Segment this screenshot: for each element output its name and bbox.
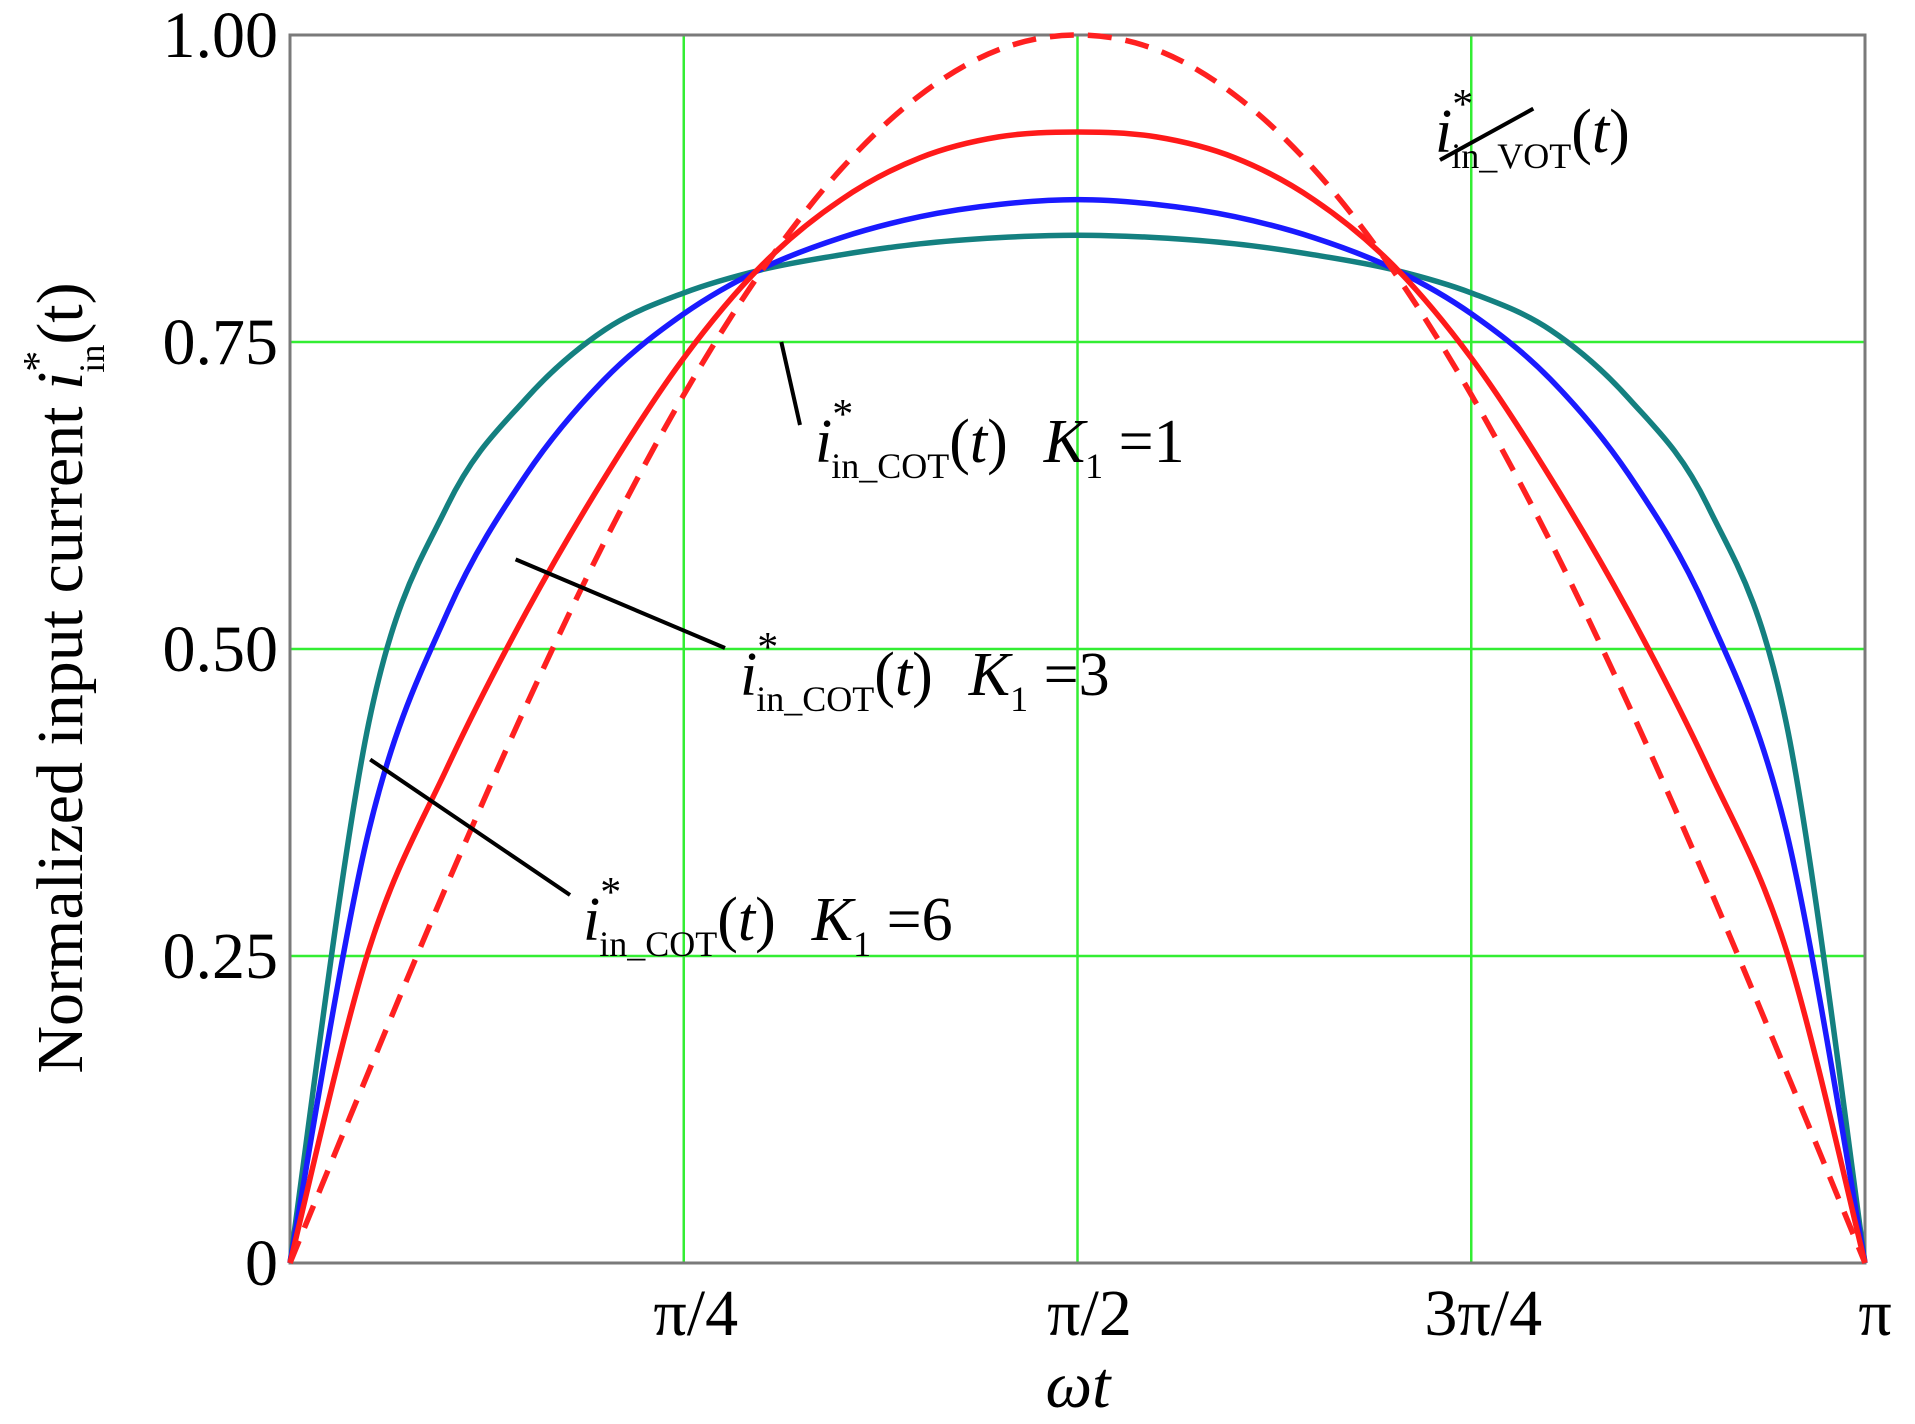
label-sub: in_VOT — [1451, 136, 1571, 176]
label-arg-close: ) — [912, 641, 933, 709]
y-axis-label: Normalized input current i* in(t) — [16, 282, 112, 1073]
label-k: K — [968, 641, 1014, 709]
y-axis-label-sub: in — [72, 345, 112, 373]
series — [287, 32, 1868, 1265]
x-tick-label-1: π/2 — [1047, 1277, 1132, 1350]
label-arg-var: t — [895, 641, 914, 709]
leader-line-cot-k1 — [779, 341, 802, 426]
y-axis-label-arg: (t) — [24, 282, 97, 344]
label-sup: * — [1452, 82, 1473, 128]
label-k-sub: 1 — [853, 924, 871, 964]
y-tick-labels: 0 0.25 0.50 0.75 1.00 — [163, 0, 279, 1300]
y-tick-label-3: 0.75 — [163, 306, 279, 379]
label-sup: * — [757, 625, 778, 671]
y-tick-label-1: 0.25 — [163, 920, 279, 993]
label-symbol: i — [815, 408, 832, 476]
series-label-cot-k6: i* in_COT(t) K1 =6 — [583, 870, 953, 964]
label-symbol: i — [740, 641, 757, 709]
label-arg-close: ) — [987, 408, 1008, 476]
label-k-sub: 1 — [1010, 679, 1028, 719]
label-symbol: i — [1435, 98, 1452, 166]
label-arg-close: ) — [1609, 98, 1630, 166]
y-tick-label-2: 0.50 — [163, 613, 279, 686]
leader-line-cot-k6 — [369, 757, 572, 897]
y-axis-label-symbol: i — [24, 372, 97, 390]
label-arg-var: t — [738, 886, 757, 954]
leader-line-vot — [1439, 106, 1535, 162]
x-tick-label-3: π — [1858, 1277, 1891, 1350]
x-axis-label: ωt — [1046, 1349, 1113, 1422]
label-arg-var: t — [1592, 98, 1611, 166]
label-sub: in_COT — [599, 924, 717, 964]
series-line-vot — [287, 32, 1868, 1265]
label-sub: in_COT — [831, 446, 949, 486]
y-tick-label-4: 1.00 — [163, 0, 279, 72]
label-sup: * — [832, 392, 853, 438]
label-k-value: =6 — [871, 886, 952, 954]
leader-line-cot-k3 — [514, 557, 726, 650]
plot-frame — [288, 33, 1867, 1265]
y-axis-label-text: Normalized input current — [24, 390, 97, 1074]
label-sup: * — [600, 870, 621, 916]
series-annotations: i* in_VOT(t)i* in_COT(t) K1 =1i* in_COT(t) K1… — [369, 82, 1630, 964]
y-axis-label-sup: * — [16, 351, 62, 372]
series-line-cot-k3 — [287, 196, 1868, 1264]
series-line-cot-k1 — [287, 129, 1868, 1264]
x-tick-label-2: 3π/4 — [1424, 1277, 1542, 1350]
series-line-cot-k6 — [287, 232, 1868, 1264]
label-sub: in_COT — [756, 679, 874, 719]
label-arg-open: ( — [1571, 98, 1592, 166]
label-arg-open: ( — [949, 408, 970, 476]
series-label-vot: i* in_VOT(t) — [1435, 82, 1630, 176]
label-k-value: =3 — [1028, 641, 1109, 709]
x-tick-label-0: π/4 — [653, 1277, 738, 1350]
series-label-cot-k3: i* in_COT(t) K1 =3 — [740, 625, 1110, 719]
label-k: K — [1043, 408, 1089, 476]
label-arg-var: t — [970, 408, 989, 476]
label-k: K — [811, 886, 857, 954]
label-arg-open: ( — [874, 641, 895, 709]
x-tick-labels: π/4 π/2 3π/4 π — [653, 1277, 1891, 1350]
label-symbol: i — [583, 886, 600, 954]
y-tick-label-0: 0 — [245, 1227, 278, 1300]
label-k-sub: 1 — [1085, 446, 1103, 486]
label-arg-open: ( — [717, 886, 738, 954]
series-label-cot-k1: i* in_COT(t) K1 =1 — [815, 392, 1185, 486]
label-arg-close: ) — [755, 886, 776, 954]
label-k-value: =1 — [1103, 408, 1184, 476]
